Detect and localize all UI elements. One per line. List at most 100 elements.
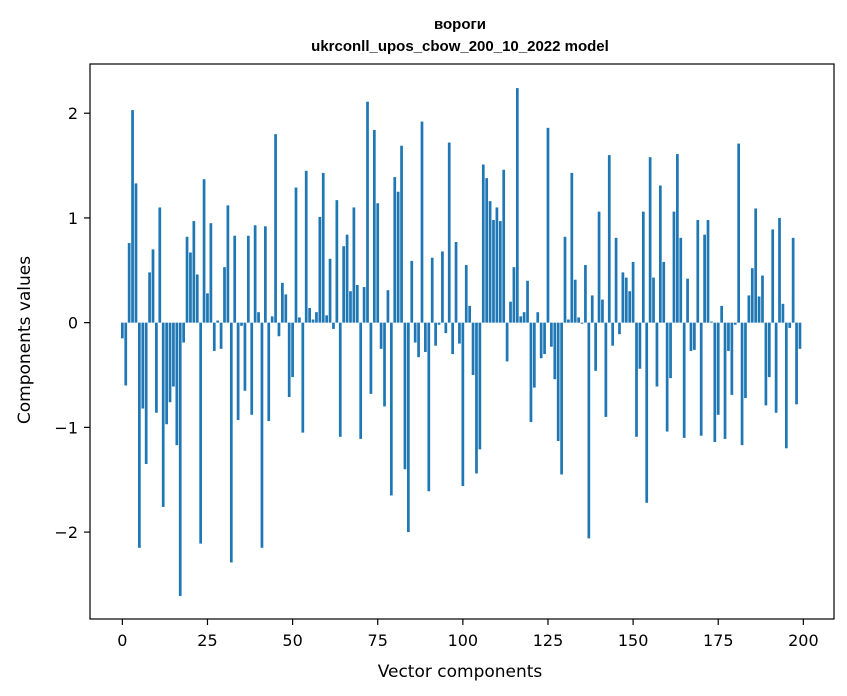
bar xyxy=(682,322,686,438)
bar xyxy=(410,260,414,323)
bar xyxy=(706,220,710,323)
bar xyxy=(512,267,516,323)
bar xyxy=(216,320,220,323)
bar xyxy=(696,220,700,323)
bar xyxy=(420,121,424,323)
bar xyxy=(325,315,329,323)
bar xyxy=(386,290,390,323)
bar xyxy=(767,322,771,378)
bar xyxy=(332,322,335,329)
bar xyxy=(635,322,638,437)
y-tick-label: 1 xyxy=(68,209,78,228)
bar xyxy=(716,322,720,415)
bar xyxy=(720,305,723,323)
bar xyxy=(376,203,380,323)
bar xyxy=(478,322,482,450)
x-axis-label: Vector components xyxy=(378,662,543,682)
bar xyxy=(243,322,247,391)
bar xyxy=(761,275,764,323)
bar xyxy=(277,322,281,337)
bar xyxy=(669,322,672,379)
bar xyxy=(556,322,560,441)
bar xyxy=(349,291,352,323)
bar xyxy=(209,223,213,323)
bar xyxy=(601,299,604,323)
bar xyxy=(502,169,506,323)
axes: 0 25 50 75 100 125 150 175 200 −2 −1 0 1 2 xyxy=(54,63,835,650)
bar xyxy=(532,322,536,388)
bar xyxy=(233,235,237,323)
bar xyxy=(573,279,577,323)
bar xyxy=(621,272,625,323)
bar xyxy=(638,322,642,369)
bar xyxy=(468,305,472,323)
bar xyxy=(355,284,359,323)
bar xyxy=(614,237,618,323)
bar xyxy=(679,237,683,323)
bar xyxy=(444,322,448,334)
bar xyxy=(161,322,165,507)
bar xyxy=(294,187,298,323)
bar xyxy=(689,322,693,351)
bar xyxy=(291,322,294,378)
bar xyxy=(362,287,366,323)
bar xyxy=(750,268,754,323)
bar xyxy=(624,277,628,323)
bar xyxy=(441,251,444,323)
x-tick-label: 175 xyxy=(703,631,734,650)
bar xyxy=(287,322,291,397)
bar xyxy=(389,322,393,496)
bar xyxy=(597,211,601,323)
x-tick-label: 150 xyxy=(618,631,649,650)
bar xyxy=(784,322,788,449)
bar xyxy=(590,295,594,323)
bar xyxy=(495,207,499,323)
bar xyxy=(488,201,492,323)
bar xyxy=(447,142,451,323)
bar xyxy=(379,322,383,349)
bar xyxy=(155,322,158,413)
bar xyxy=(267,322,271,422)
bar xyxy=(485,178,489,323)
bar xyxy=(791,237,795,323)
bar xyxy=(182,322,185,343)
bar xyxy=(301,322,305,433)
bar xyxy=(628,291,632,323)
bar xyxy=(270,316,274,323)
bar xyxy=(264,226,267,323)
bar xyxy=(168,322,172,403)
bar xyxy=(788,322,792,328)
x-tick-label: 25 xyxy=(197,631,217,650)
bar xyxy=(131,110,134,323)
bar xyxy=(539,322,543,359)
bar xyxy=(454,242,458,323)
bar xyxy=(144,322,148,465)
chart-subtitle: ukrconll_upos_cbow_200_10_2022 model xyxy=(311,38,609,55)
bar xyxy=(567,319,570,323)
bar xyxy=(199,322,203,544)
bar xyxy=(672,211,676,323)
bar xyxy=(151,249,155,323)
bar xyxy=(202,179,206,323)
bar xyxy=(618,322,621,335)
x-tick-label: 0 xyxy=(117,631,127,650)
y-tick-label: 2 xyxy=(68,104,78,123)
bar xyxy=(645,322,649,503)
bar xyxy=(515,88,519,323)
bar xyxy=(172,322,175,387)
bar xyxy=(158,207,162,323)
y-axis-label: Components values xyxy=(15,256,35,424)
bar xyxy=(509,301,512,323)
bar xyxy=(407,322,410,533)
bar xyxy=(318,216,322,323)
bar xyxy=(124,322,128,386)
bar xyxy=(403,322,407,470)
x-tick-label: 75 xyxy=(368,631,388,650)
bar xyxy=(175,322,179,446)
bar xyxy=(165,322,168,425)
bar xyxy=(526,280,529,323)
bar xyxy=(127,243,131,323)
bar xyxy=(437,322,441,325)
bar xyxy=(733,322,737,325)
